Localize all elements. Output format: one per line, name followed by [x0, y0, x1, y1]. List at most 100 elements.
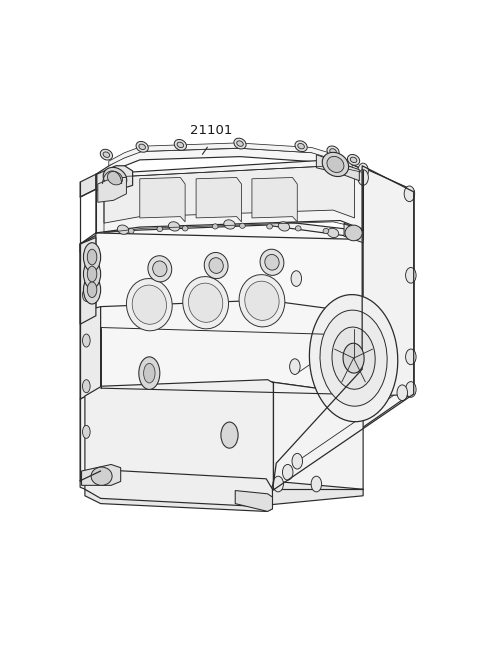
Ellipse shape — [295, 141, 307, 151]
Ellipse shape — [182, 226, 188, 231]
Polygon shape — [362, 168, 414, 396]
Ellipse shape — [267, 224, 273, 229]
Polygon shape — [96, 159, 363, 233]
Ellipse shape — [91, 467, 112, 485]
Polygon shape — [140, 178, 185, 222]
Ellipse shape — [350, 157, 357, 162]
Polygon shape — [82, 464, 120, 485]
Ellipse shape — [153, 261, 167, 276]
Polygon shape — [274, 168, 413, 489]
Ellipse shape — [212, 224, 218, 229]
Ellipse shape — [343, 343, 364, 373]
Polygon shape — [80, 220, 363, 252]
Ellipse shape — [282, 464, 293, 480]
Ellipse shape — [239, 274, 285, 327]
Ellipse shape — [84, 275, 101, 304]
Ellipse shape — [83, 380, 90, 393]
Text: 21101: 21101 — [190, 124, 232, 137]
Ellipse shape — [87, 282, 97, 297]
Ellipse shape — [406, 267, 416, 283]
Ellipse shape — [404, 186, 415, 202]
Ellipse shape — [100, 149, 112, 160]
Ellipse shape — [240, 223, 245, 229]
Ellipse shape — [174, 140, 186, 150]
Polygon shape — [285, 178, 402, 471]
Polygon shape — [80, 382, 363, 498]
Polygon shape — [344, 223, 363, 243]
Polygon shape — [80, 174, 96, 197]
Ellipse shape — [84, 243, 101, 271]
Ellipse shape — [323, 229, 329, 234]
Ellipse shape — [332, 327, 375, 389]
Ellipse shape — [224, 220, 235, 229]
Ellipse shape — [83, 425, 90, 438]
Polygon shape — [316, 155, 360, 181]
Ellipse shape — [183, 276, 228, 329]
Ellipse shape — [87, 266, 97, 282]
Polygon shape — [96, 225, 363, 313]
Ellipse shape — [327, 146, 339, 157]
Ellipse shape — [144, 364, 155, 383]
Ellipse shape — [406, 382, 416, 398]
Ellipse shape — [234, 138, 246, 149]
Ellipse shape — [291, 271, 301, 286]
Ellipse shape — [237, 141, 243, 146]
Ellipse shape — [327, 229, 339, 238]
Polygon shape — [104, 166, 355, 223]
Ellipse shape — [358, 170, 368, 185]
Ellipse shape — [310, 295, 398, 422]
Ellipse shape — [292, 189, 302, 205]
Ellipse shape — [406, 349, 416, 365]
Ellipse shape — [320, 310, 387, 406]
Polygon shape — [80, 238, 96, 324]
Polygon shape — [85, 489, 273, 512]
Ellipse shape — [139, 357, 160, 390]
Ellipse shape — [189, 283, 223, 322]
Ellipse shape — [358, 163, 368, 179]
Ellipse shape — [128, 229, 134, 234]
Ellipse shape — [118, 225, 129, 234]
Ellipse shape — [103, 152, 109, 157]
Ellipse shape — [265, 254, 279, 270]
Polygon shape — [101, 227, 363, 395]
Ellipse shape — [330, 149, 336, 154]
Polygon shape — [196, 178, 241, 222]
Ellipse shape — [311, 476, 322, 492]
Ellipse shape — [245, 281, 279, 320]
Ellipse shape — [103, 168, 127, 189]
Ellipse shape — [87, 250, 97, 265]
Ellipse shape — [157, 227, 163, 232]
Polygon shape — [235, 491, 273, 512]
Ellipse shape — [348, 155, 360, 165]
Ellipse shape — [204, 252, 228, 278]
Polygon shape — [80, 471, 363, 505]
Ellipse shape — [345, 225, 362, 241]
Ellipse shape — [295, 226, 301, 231]
Polygon shape — [98, 178, 126, 202]
Ellipse shape — [148, 255, 172, 282]
Ellipse shape — [132, 285, 167, 324]
Ellipse shape — [126, 278, 172, 331]
Ellipse shape — [209, 257, 223, 273]
Ellipse shape — [327, 157, 344, 172]
Ellipse shape — [168, 222, 180, 231]
Ellipse shape — [139, 144, 145, 149]
Ellipse shape — [108, 172, 122, 185]
Ellipse shape — [83, 288, 90, 301]
Ellipse shape — [177, 142, 184, 147]
Ellipse shape — [397, 385, 408, 401]
Ellipse shape — [278, 222, 289, 231]
Ellipse shape — [292, 453, 302, 469]
Ellipse shape — [315, 173, 325, 189]
Ellipse shape — [289, 359, 300, 375]
Polygon shape — [85, 470, 273, 507]
Ellipse shape — [322, 153, 348, 177]
Polygon shape — [97, 166, 132, 191]
Ellipse shape — [84, 259, 101, 288]
Ellipse shape — [273, 476, 283, 492]
Ellipse shape — [221, 422, 238, 448]
Ellipse shape — [83, 334, 90, 347]
Polygon shape — [85, 380, 274, 494]
Polygon shape — [252, 178, 297, 222]
Ellipse shape — [298, 143, 304, 149]
